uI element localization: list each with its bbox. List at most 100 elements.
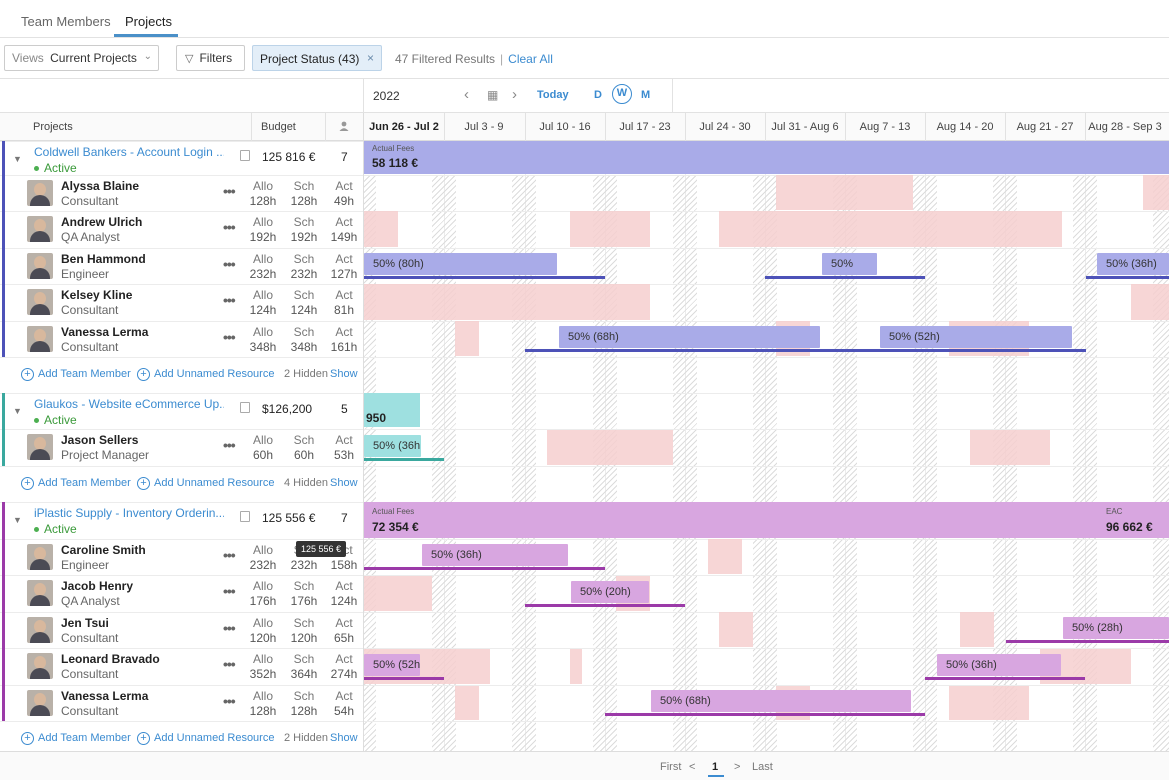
member-name[interactable]: Ben Hammond — [61, 252, 146, 266]
stat-value-sch: 348h — [290, 340, 318, 354]
member-name[interactable]: Alyssa Blaine — [61, 179, 140, 193]
add-unnamed-resource-button[interactable]: + Add Unnamed Resource — [137, 477, 274, 490]
filters-button[interactable]: ▽ Filters — [176, 45, 245, 71]
member-name[interactable]: Jacob Henry — [61, 579, 134, 593]
show-hidden-link[interactable]: Show — [330, 732, 358, 744]
week-mode-button[interactable]: W — [612, 84, 632, 104]
views-label: Views — [12, 51, 44, 65]
today-button[interactable]: Today — [537, 89, 569, 101]
member-role: QA Analyst — [61, 230, 120, 244]
add-unnamed-resource-label: Add Unnamed Resource — [154, 368, 275, 380]
first-page-link[interactable]: First — [660, 761, 682, 773]
budget-column-header[interactable]: Budget — [261, 121, 296, 133]
last-page-link[interactable]: Last — [752, 761, 773, 773]
plus-icon: + — [21, 368, 34, 381]
more-options-icon[interactable]: ••• — [223, 547, 236, 563]
row-divider — [0, 321, 1169, 322]
more-options-icon[interactable]: ••• — [223, 256, 236, 272]
member-name[interactable]: Jason Sellers — [61, 433, 139, 447]
collapse-toggle-icon[interactable]: ▼ — [13, 154, 22, 164]
allocation-bar[interactable]: 50% (36h) — [1097, 253, 1169, 275]
views-dropdown[interactable]: Views Current Projects ⌄ — [4, 45, 159, 71]
allocation-bar[interactable]: 50% (36h — [364, 435, 421, 457]
project-band[interactable]: Actual Fees 58 118 € — [364, 141, 1169, 174]
more-options-icon[interactable]: ••• — [223, 329, 236, 345]
status-dot-icon — [34, 527, 39, 533]
availability-block — [1131, 284, 1169, 320]
allocation-bar[interactable]: 50% (80h) — [364, 253, 557, 275]
project-name-link[interactable]: iPlastic Supply - Inventory Orderin... — [34, 506, 224, 520]
chevron-right-icon[interactable]: › — [512, 86, 517, 103]
stat-value-sch: 120h — [290, 631, 318, 645]
add-team-member-button[interactable]: + Add Team Member — [21, 368, 131, 381]
chevron-left-icon[interactable]: ‹ — [464, 86, 469, 103]
stat-value-sch: 124h — [290, 303, 318, 317]
close-icon[interactable]: × — [366, 51, 374, 65]
member-name[interactable]: Vanessa Lerma — [61, 689, 149, 703]
add-unnamed-resource-button[interactable]: + Add Unnamed Resource — [137, 368, 274, 381]
month-mode-button[interactable]: M — [641, 89, 651, 101]
day-mode-button[interactable]: D — [594, 89, 602, 101]
project-status-chip[interactable]: Project Status (43) × — [252, 45, 382, 71]
availability-block — [960, 612, 994, 647]
allocation-bar[interactable]: 50% (20h) — [571, 581, 649, 603]
tab-team-members[interactable]: Team Members — [21, 14, 111, 29]
more-options-icon[interactable]: ••• — [223, 583, 236, 599]
results-summary: 47 Filtered Results | Clear All — [395, 52, 553, 66]
allocation-bar[interactable]: 50% (52h) — [880, 326, 1072, 348]
allocation-bar[interactable]: 50% (36h) — [422, 544, 568, 566]
more-options-icon[interactable]: ••• — [223, 219, 236, 235]
notes-icon[interactable] — [240, 150, 250, 161]
member-name[interactable]: Andrew Ulrich — [61, 215, 143, 229]
allocation-bar[interactable]: 50% (68h) — [651, 690, 911, 712]
project-band[interactable]: 950 — [364, 393, 420, 427]
clear-all-link[interactable]: Clear All — [508, 52, 553, 66]
collapse-toggle-icon[interactable]: ▼ — [13, 406, 22, 416]
more-options-icon[interactable]: ••• — [223, 292, 236, 308]
next-page-link[interactable]: > — [734, 761, 741, 773]
allocation-bar[interactable]: 50% (28h) — [1063, 617, 1169, 639]
project-name-link[interactable]: Glaukos - Website eCommerce Up... — [34, 397, 224, 411]
notes-icon[interactable] — [240, 511, 250, 522]
member-name[interactable]: Jen Tsui — [61, 616, 109, 630]
availability-block — [547, 430, 673, 465]
more-options-icon[interactable]: ••• — [223, 437, 236, 453]
projects-column-header[interactable]: Projects — [33, 121, 73, 133]
member-name[interactable]: Caroline Smith — [61, 543, 146, 557]
avatar-body — [30, 632, 50, 643]
stat-value-allo: 176h — [249, 594, 277, 608]
more-options-icon[interactable]: ••• — [223, 620, 236, 636]
row-divider — [0, 539, 1169, 540]
allocation-bar[interactable]: 50% (36h) — [937, 654, 1061, 676]
more-options-icon[interactable]: ••• — [223, 656, 236, 672]
calendar-icon[interactable]: ▦ — [487, 88, 499, 102]
collapse-toggle-icon[interactable]: ▼ — [13, 515, 22, 525]
budget-tooltip: 125 556 € — [296, 541, 347, 557]
member-name[interactable]: Leonard Bravado — [61, 652, 160, 666]
row-divider — [0, 612, 1169, 613]
add-unnamed-resource-button[interactable]: + Add Unnamed Resource — [137, 732, 274, 745]
allocation-bar[interactable]: 50% (52h — [364, 654, 420, 676]
project-name-link[interactable]: Coldwell Bankers - Account Login ... — [34, 145, 224, 159]
avatar-body — [30, 559, 50, 570]
more-options-icon[interactable]: ••• — [223, 693, 236, 709]
allocation-bar[interactable]: 50% — [822, 253, 877, 275]
current-page[interactable]: 1 — [712, 761, 719, 773]
show-hidden-link[interactable]: Show — [330, 477, 358, 489]
prev-page-link[interactable]: < — [689, 761, 696, 773]
notes-icon[interactable] — [240, 402, 250, 413]
allocation-bar[interactable]: 50% (68h) — [559, 326, 820, 348]
project-band[interactable]: Actual Fees 72 354 € EAC 96 662 € — [364, 502, 1169, 538]
schedule-line — [1086, 276, 1169, 279]
add-team-member-button[interactable]: + Add Team Member — [21, 477, 131, 490]
member-name[interactable]: Kelsey Kline — [61, 288, 133, 302]
more-options-icon[interactable]: ••• — [223, 183, 236, 199]
avatar-body — [30, 231, 50, 242]
tab-projects[interactable]: Projects — [125, 14, 172, 29]
avatar-body — [30, 595, 50, 606]
show-hidden-link[interactable]: Show — [330, 368, 358, 380]
avatar-body — [30, 341, 50, 352]
project-member-count: 7 — [341, 511, 348, 525]
add-team-member-button[interactable]: + Add Team Member — [21, 732, 131, 745]
member-name[interactable]: Vanessa Lerma — [61, 325, 149, 339]
